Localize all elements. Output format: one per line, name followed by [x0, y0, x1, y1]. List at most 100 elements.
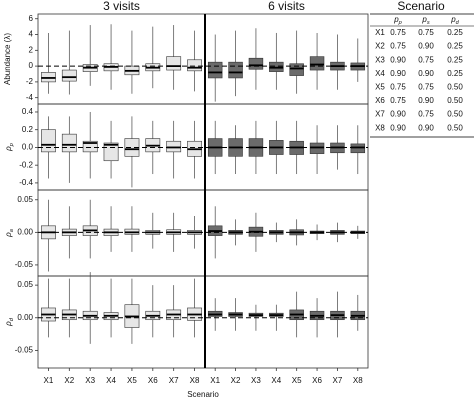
x-tick-label: X5 — [292, 376, 302, 385]
box — [166, 56, 182, 71]
y-tick-label: 0.2 — [22, 125, 34, 134]
x-tick-label: X7 — [333, 376, 343, 385]
table-cell: 0.90 — [418, 123, 434, 132]
group-title: 3 visits — [103, 0, 140, 13]
table-cell: 0.50 — [447, 110, 463, 119]
table-cell: 0.90 — [390, 55, 406, 64]
x-tick-label: X3 — [251, 376, 261, 385]
table-header: pd — [450, 15, 459, 26]
table-cell: 0.25 — [447, 28, 463, 37]
table-cell: 0.50 — [447, 123, 463, 132]
table-cell: 0.75 — [418, 110, 434, 119]
table-header-subscript: s — [427, 20, 430, 26]
x-tick-label: X8 — [190, 376, 200, 385]
table-cell: 0.90 — [390, 69, 406, 78]
table-cell: 0.75 — [418, 83, 434, 92]
y-tick-label: -4 — [26, 93, 34, 102]
table-cell: 0.75 — [390, 83, 406, 92]
y-axis-label-symbol: ρ — [4, 232, 13, 238]
x-tick-label: X6 — [148, 376, 158, 385]
table-cell: 0.50 — [447, 83, 463, 92]
x-tick-label: X7 — [169, 376, 179, 385]
x-tick-label: X1 — [44, 376, 54, 385]
y-axis-label: ρa — [4, 229, 15, 238]
box — [187, 59, 202, 72]
y-axis-label: ρd — [4, 317, 15, 327]
y-tick-label: 6 — [29, 14, 34, 23]
x-axis-label: Scenario — [187, 390, 219, 399]
box — [41, 129, 56, 153]
y-tick-label: -0.05 — [15, 260, 34, 269]
y-tick-label: 0.05 — [17, 280, 33, 289]
y-tick-label: 0.00 — [17, 227, 33, 236]
table-row-label: X1 — [375, 28, 385, 37]
table-header-subscript: p — [398, 20, 402, 26]
table-cell: 0.25 — [447, 69, 463, 78]
x-tick-label: X2 — [64, 376, 74, 385]
y-tick-label: -0.2 — [19, 160, 33, 169]
table-cell: 0.75 — [390, 42, 406, 51]
table-cell: 0.90 — [418, 69, 434, 78]
y-tick-label: 0 — [29, 61, 34, 70]
box — [207, 61, 223, 79]
table-cell: 0.75 — [418, 55, 434, 64]
y-axis-label-subscript: p — [9, 143, 15, 147]
table-cell: 0.90 — [418, 42, 434, 51]
table-cell: 0.90 — [390, 123, 406, 132]
table-header-symbol: p — [421, 15, 427, 24]
x-tick-label: X3 — [85, 376, 95, 385]
box — [228, 61, 243, 79]
table-row-label: X3 — [375, 55, 385, 64]
table-row-label: X4 — [375, 69, 385, 78]
table-header: pp — [393, 15, 402, 26]
x-tick-label: X2 — [231, 376, 241, 385]
table-title: Scenario — [397, 0, 445, 13]
y-axis-label-symbol: ρ — [4, 321, 13, 327]
table-header-subscript: d — [456, 20, 460, 26]
y-axis-label: ρp — [4, 143, 15, 152]
table-row-label: X8 — [375, 123, 385, 132]
x-tick-label: X5 — [127, 376, 137, 385]
box — [248, 57, 264, 70]
box — [124, 138, 140, 157]
table-row-label: X6 — [375, 96, 385, 105]
box — [61, 69, 77, 82]
y-tick-label: 0.05 — [17, 195, 33, 204]
y-tick-label: 2 — [29, 45, 34, 54]
table-row-label: X7 — [375, 110, 385, 119]
group-title: 6 visits — [268, 0, 305, 13]
y-tick-label: -0.4 — [19, 178, 33, 187]
y-tick-label: -2 — [26, 77, 34, 86]
x-tick-label: X1 — [210, 376, 220, 385]
table-cell: 0.25 — [447, 55, 463, 64]
table-cell: 0.90 — [390, 110, 406, 119]
box — [289, 63, 304, 76]
box — [61, 133, 77, 153]
table-cell: 0.75 — [390, 96, 406, 105]
table-cell: 0.25 — [447, 42, 463, 51]
table-cell: 0.90 — [418, 96, 434, 105]
table-cell: 0.75 — [418, 28, 434, 37]
y-axis-label-subscript: a — [9, 229, 15, 232]
y-axis-label-symbol: ρ — [4, 146, 13, 152]
y-tick-label: 0.0 — [22, 143, 34, 152]
x-tick-label: X4 — [106, 376, 116, 385]
y-tick-label: 0.4 — [22, 107, 34, 116]
table-header: ps — [421, 15, 429, 26]
y-axis-label-subscript: d — [9, 317, 15, 321]
x-tick-label: X8 — [353, 376, 363, 385]
box — [82, 140, 98, 153]
y-tick-label: -0.05 — [15, 345, 34, 354]
table-row-label: X2 — [375, 42, 385, 51]
table-row-label: X5 — [375, 83, 385, 92]
y-tick-label: 0.00 — [17, 313, 33, 322]
table-cell: 0.50 — [447, 96, 463, 105]
x-tick-label: X6 — [312, 376, 322, 385]
table-header-symbol: p — [450, 15, 456, 24]
panel-frame — [37, 275, 369, 369]
table-header-symbol: p — [393, 15, 399, 24]
x-tick-label: X4 — [271, 376, 281, 385]
y-axis-label: Abundance (λ) — [3, 33, 12, 85]
box — [309, 56, 325, 71]
